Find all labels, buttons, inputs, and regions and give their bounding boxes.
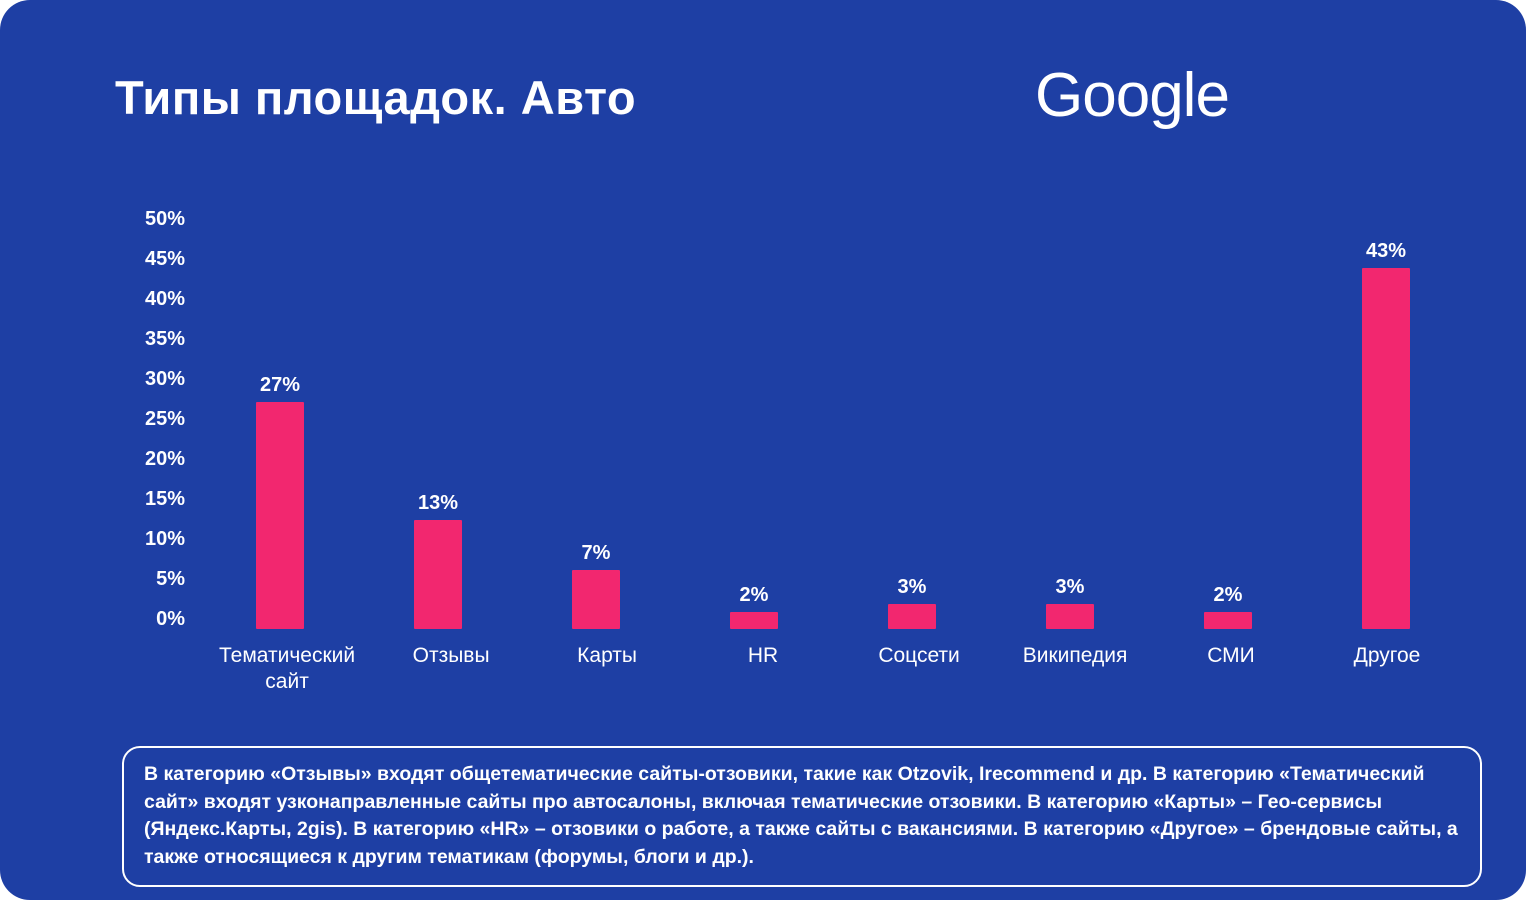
bar-group: 2%: [675, 209, 833, 629]
bar-value-label: 7%: [581, 542, 611, 565]
footer-note: В категорию «Отзывы» входят общетематиче…: [122, 746, 1482, 887]
bar-value-label: 2%: [1213, 584, 1243, 607]
bar: [414, 519, 462, 629]
y-tick-label: 15%: [144, 488, 185, 510]
y-tick-label: 50%: [144, 208, 185, 230]
bar: [1362, 267, 1410, 629]
bar-chart: 50% 45% 40% 35% 30% 25% 20% 15% 10% 5% 0% 27% 13% 7%…: [135, 209, 1465, 696]
category-label: СМИ: [1207, 644, 1255, 667]
x-axis: Тематический сайт Отзывы Карты HR Соцсети Вик…: [201, 643, 1465, 696]
bar: [256, 402, 304, 629]
bar-group: 3%: [991, 209, 1149, 629]
bar-group: 43%: [1307, 209, 1465, 629]
bar: [1046, 603, 1094, 629]
bar-value-label: 13%: [417, 491, 459, 514]
category-label: Тематический сайт: [219, 644, 356, 694]
y-axis: 50% 45% 40% 35% 30% 25% 20% 15% 10% 5% 0%: [135, 209, 201, 629]
page-title: Типы площадок. Авто: [115, 71, 637, 124]
y-tick-label: 40%: [144, 288, 185, 310]
bar-value-label: 2%: [739, 584, 769, 607]
y-tick-label: 25%: [144, 408, 185, 430]
y-tick-label: 30%: [144, 368, 185, 390]
google-logo: Google: [1035, 61, 1230, 130]
category-label: Отзывы: [412, 644, 490, 667]
y-tick-label: 0%: [156, 608, 185, 630]
bar-group: 27%: [201, 209, 359, 629]
bar-group: 13%: [359, 209, 517, 629]
plot-area: 27% 13% 7% 2% 3% 3% 2% 43%: [201, 209, 1465, 629]
y-tick-label: 10%: [144, 528, 185, 550]
category-label: Другое: [1353, 644, 1421, 667]
bar-group: 7%: [517, 209, 675, 629]
category-label: Википедия: [1022, 644, 1128, 667]
bar: [888, 603, 936, 629]
y-tick-label: 20%: [144, 448, 185, 470]
bar-value-label: 27%: [259, 374, 301, 397]
category-label: Карты: [577, 644, 637, 667]
bar-group: 3%: [833, 209, 991, 629]
bar-group: 2%: [1149, 209, 1307, 629]
bar-value-label: 3%: [1055, 575, 1085, 598]
y-tick-label: 35%: [144, 328, 185, 350]
bar: [572, 570, 620, 629]
bar-value-label: 3%: [897, 575, 927, 598]
category-label: HR: [747, 644, 779, 667]
y-tick-label: 45%: [144, 248, 185, 270]
category-label: Соцсети: [878, 644, 960, 667]
bar-value-label: 43%: [1365, 239, 1407, 262]
bar: [1204, 612, 1252, 629]
y-tick-label: 5%: [156, 568, 185, 590]
bar: [730, 612, 778, 629]
